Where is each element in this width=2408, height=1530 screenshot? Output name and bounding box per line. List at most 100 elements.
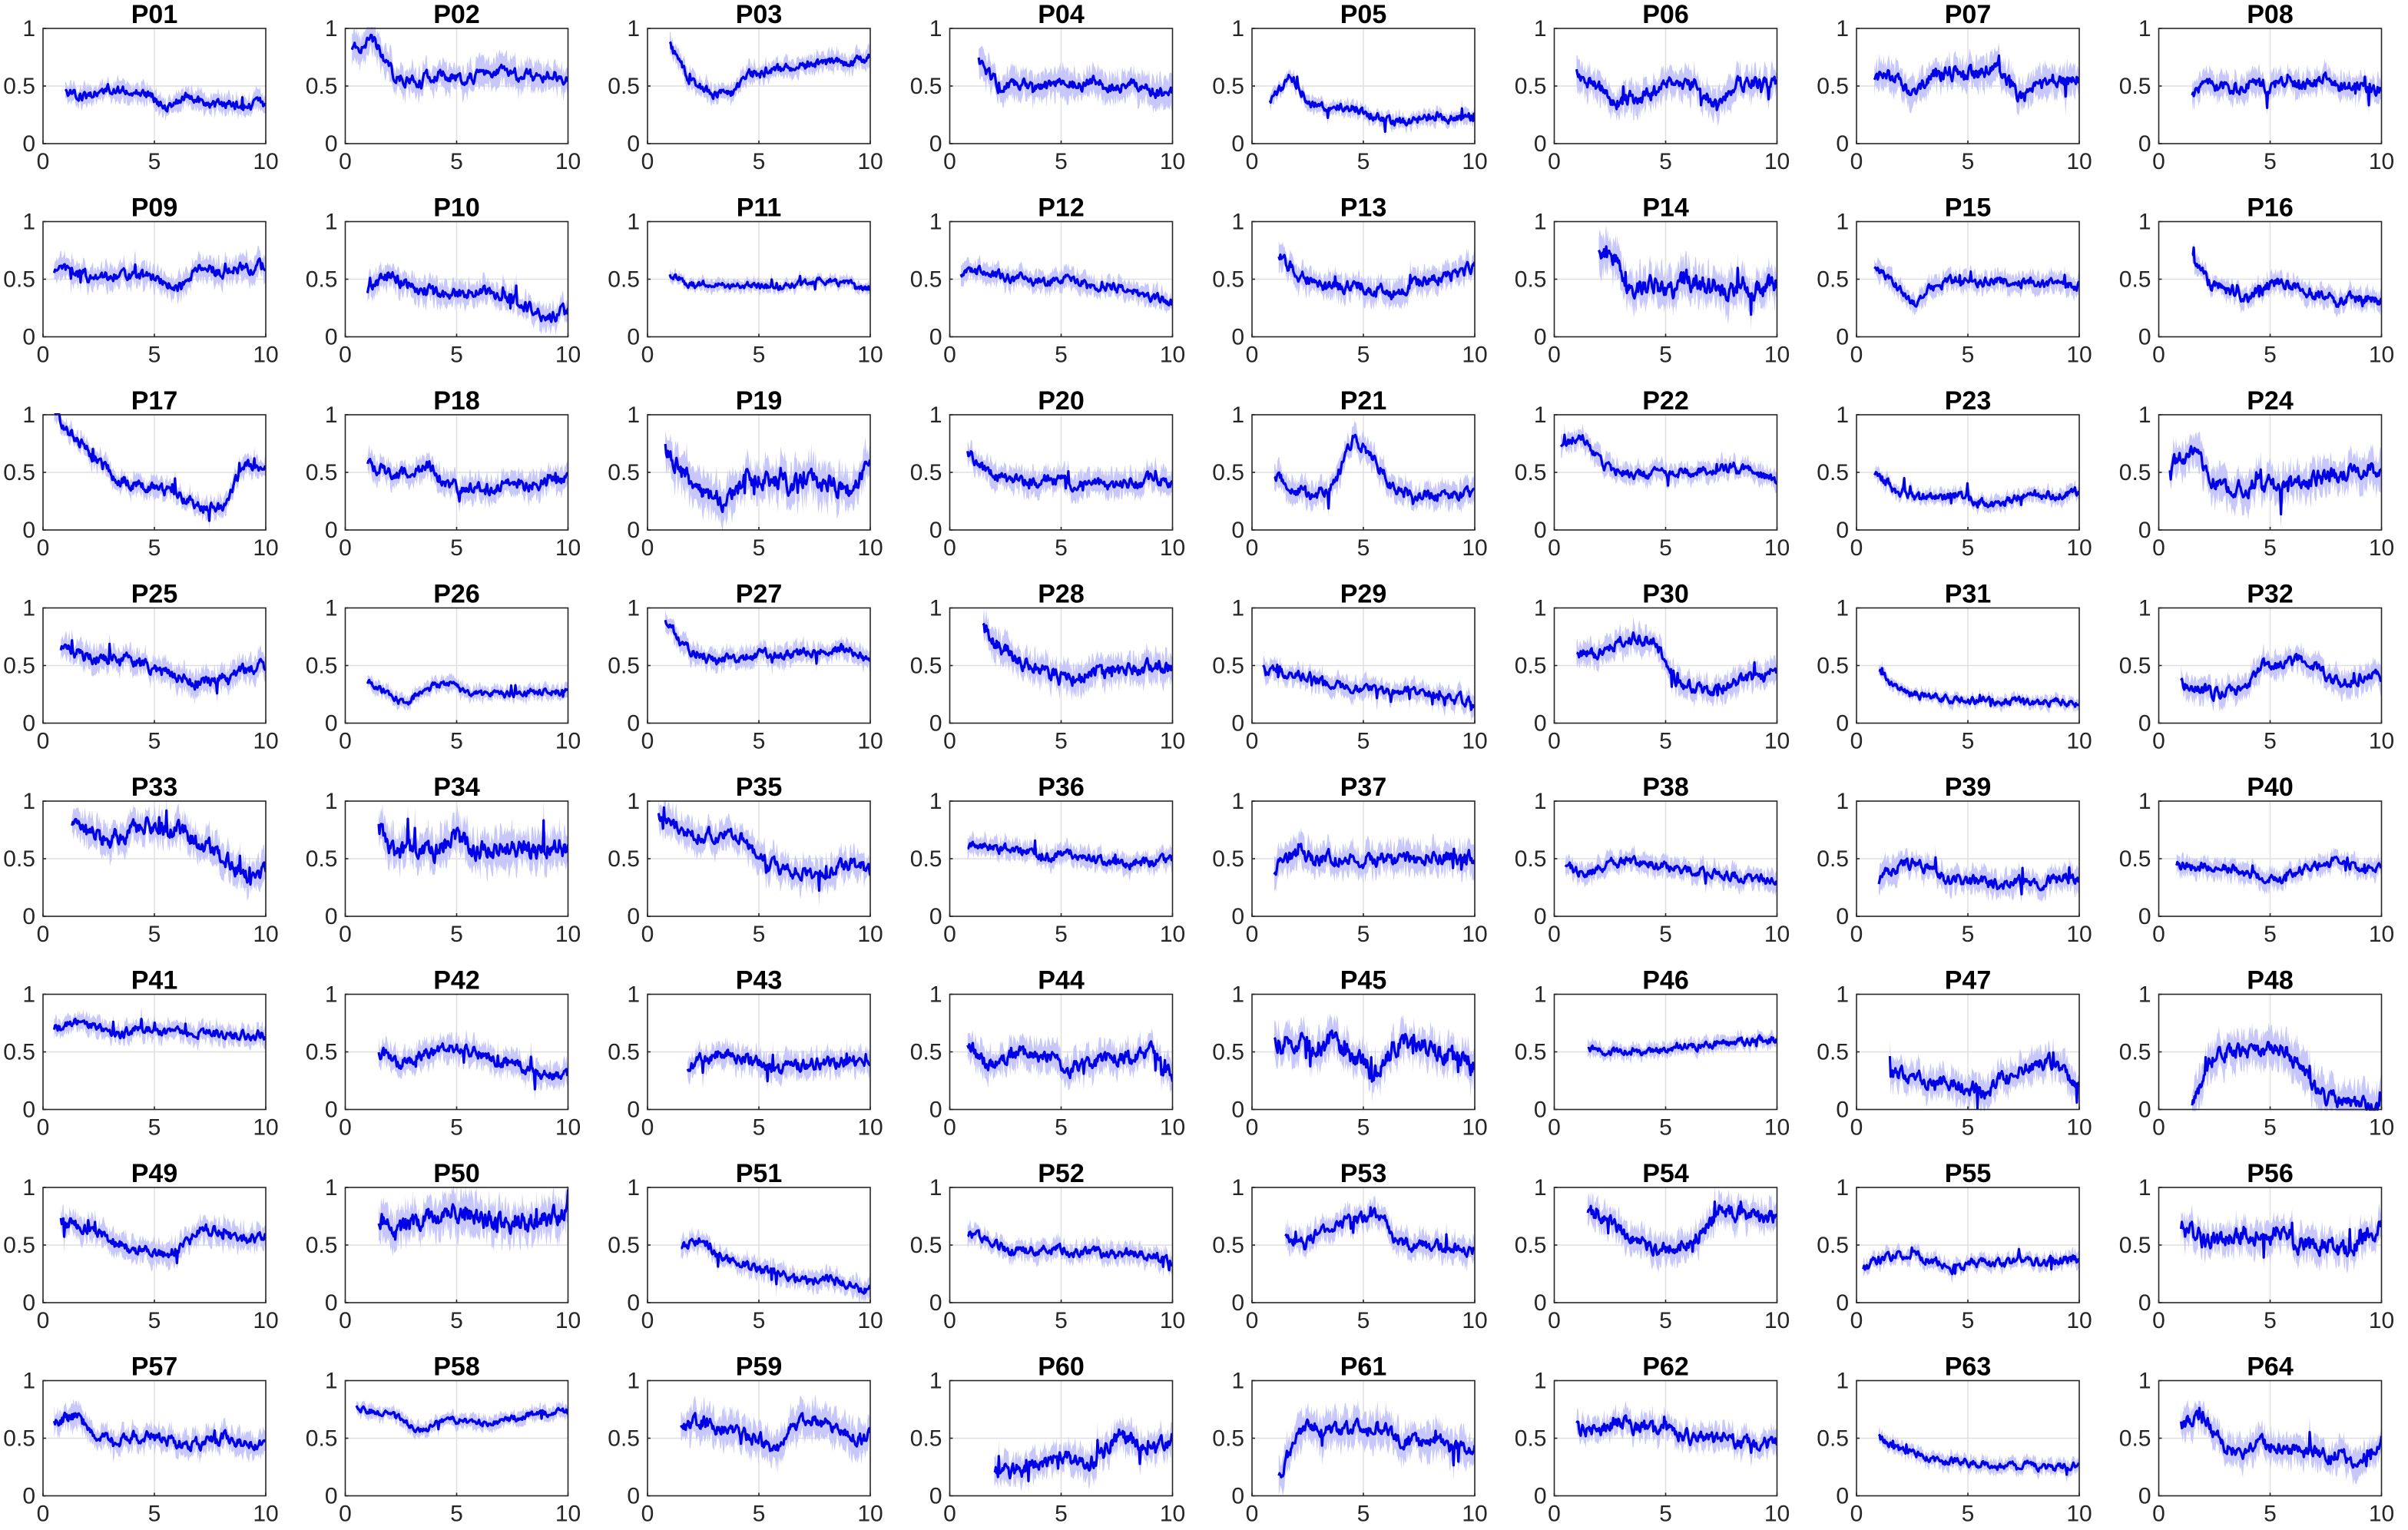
y-tick-label: 0.5: [608, 1040, 640, 1065]
x-tick-label: 0: [37, 149, 50, 174]
panel-title: P31: [1945, 580, 1992, 609]
series-line: [366, 678, 568, 706]
series-line: [1277, 1417, 1475, 1479]
panel-p21: 0 5 10 0 0.5 1 P21: [1212, 386, 1487, 561]
panel-p63: 0 5 10 0 0.5 1 P63: [1817, 1353, 2092, 1527]
y-tick-label: 0: [1836, 1484, 1849, 1509]
y-tick-label: 1: [1534, 210, 1547, 235]
x-tick-label: 10: [1764, 149, 1790, 174]
y-tick-label: 0: [325, 518, 338, 543]
panel-title: P12: [1038, 194, 1085, 223]
x-tick-label: 10: [857, 729, 883, 754]
series-line: [959, 264, 1173, 306]
x-tick-label: 0: [37, 1115, 50, 1141]
y-tick-label: 0.5: [306, 460, 338, 485]
y-tick-label: 0: [627, 904, 640, 929]
confidence-band: [65, 75, 266, 122]
y-tick-label: 1: [1534, 402, 1547, 428]
y-tick-label: 0.5: [1817, 1233, 1849, 1258]
series-line: [2179, 1220, 2382, 1259]
x-tick-label: 5: [1659, 1308, 1672, 1333]
y-tick-label: 0.5: [608, 1233, 640, 1258]
x-tick-label: 0: [943, 1115, 956, 1141]
x-tick-label: 10: [2369, 343, 2394, 368]
x-tick-label: 5: [148, 1308, 161, 1333]
series-line: [2191, 246, 2382, 308]
panel-title: P57: [131, 1353, 178, 1382]
panel-title: P15: [1945, 194, 1992, 223]
x-tick-label: 10: [2369, 1502, 2394, 1527]
panel-title: P38: [1642, 773, 1689, 802]
y-tick-label: 0: [929, 325, 942, 350]
confidence-band: [1874, 41, 2079, 116]
panel-title: P46: [1642, 966, 1689, 995]
y-tick-label: 1: [929, 16, 942, 41]
x-tick-label: 0: [943, 149, 956, 174]
series-line: [355, 1405, 568, 1434]
x-tick-label: 10: [2066, 149, 2092, 174]
panel-title: P11: [737, 194, 782, 223]
series-line: [668, 41, 870, 101]
y-tick-label: 0: [1836, 1098, 1849, 1123]
y-tick-label: 1: [1231, 16, 1244, 41]
panel-p04: 0 5 10 0 0.5 1 P04: [910, 0, 1185, 174]
y-tick-label: 0: [1534, 904, 1547, 929]
y-tick-label: 0: [1836, 131, 1849, 157]
y-tick-label: 1: [1534, 1175, 1547, 1200]
y-tick-label: 0: [22, 711, 35, 737]
y-tick-label: 0.5: [3, 1426, 35, 1452]
series-line: [686, 1048, 870, 1083]
y-tick-label: 1: [2138, 1175, 2151, 1200]
y-tick-label: 1: [1231, 210, 1244, 235]
series-line: [1284, 1206, 1475, 1258]
y-tick-label: 0.5: [306, 1233, 338, 1258]
x-tick-label: 10: [253, 149, 278, 174]
y-tick-label: 0.5: [1817, 1426, 1849, 1452]
confidence-band: [967, 1219, 1173, 1278]
y-tick-label: 1: [1231, 982, 1244, 1008]
panel-p13: 0 5 10 0 0.5 1 P13: [1212, 194, 1487, 368]
y-tick-label: 0.5: [608, 1426, 640, 1452]
y-tick-label: 0.5: [608, 74, 640, 99]
x-tick-label: 0: [339, 1308, 352, 1333]
panel-title: P07: [1945, 0, 1992, 29]
x-tick-label: 5: [1962, 1115, 1975, 1141]
confidence-band: [681, 1394, 870, 1473]
y-tick-label: 0.5: [910, 267, 942, 293]
x-tick-label: 10: [1462, 535, 1487, 561]
x-tick-label: 0: [943, 1308, 956, 1333]
panel-title: P25: [131, 580, 178, 609]
panel-title: P35: [736, 773, 783, 802]
x-tick-label: 10: [253, 1308, 278, 1333]
y-tick-label: 1: [22, 16, 35, 41]
x-tick-label: 0: [2152, 1115, 2165, 1141]
confidence-band: [1874, 465, 2079, 515]
y-tick-label: 0: [929, 1484, 942, 1509]
confidence-band: [961, 254, 1173, 313]
panel-p07: 0 5 10 0 0.5 1 P07: [1817, 0, 2092, 174]
x-tick-label: 10: [1764, 1115, 1790, 1141]
y-tick-label: 0: [1231, 904, 1244, 929]
x-tick-label: 10: [1160, 343, 1185, 368]
y-tick-label: 0: [1534, 711, 1547, 737]
y-tick-label: 0: [1836, 1290, 1849, 1316]
x-tick-label: 10: [1462, 1115, 1487, 1141]
y-tick-label: 0: [325, 1484, 338, 1509]
y-tick-label: 0: [2138, 904, 2151, 929]
panel-p47: 0 5 10 0 0.5 1 P47: [1817, 966, 2092, 1141]
panel-p02: 0 5 10 0 0.5 1 P02: [306, 0, 581, 174]
panel-p60: 0 5 10 0 0.5 1 P60: [910, 1353, 1185, 1527]
y-tick-label: 0: [1534, 325, 1547, 350]
y-tick-label: 0: [1534, 1290, 1547, 1316]
confidence-band: [994, 1414, 1173, 1494]
panel-title: P64: [2247, 1353, 2294, 1382]
panel-title: P63: [1945, 1353, 1992, 1382]
confidence-band: [1278, 1398, 1475, 1496]
x-tick-label: 0: [1246, 922, 1259, 947]
y-tick-label: 0.5: [306, 1426, 338, 1452]
x-tick-label: 10: [1764, 1308, 1790, 1333]
x-tick-label: 0: [1850, 922, 1863, 947]
y-tick-label: 0.5: [608, 846, 640, 872]
series-line: [680, 1412, 870, 1452]
